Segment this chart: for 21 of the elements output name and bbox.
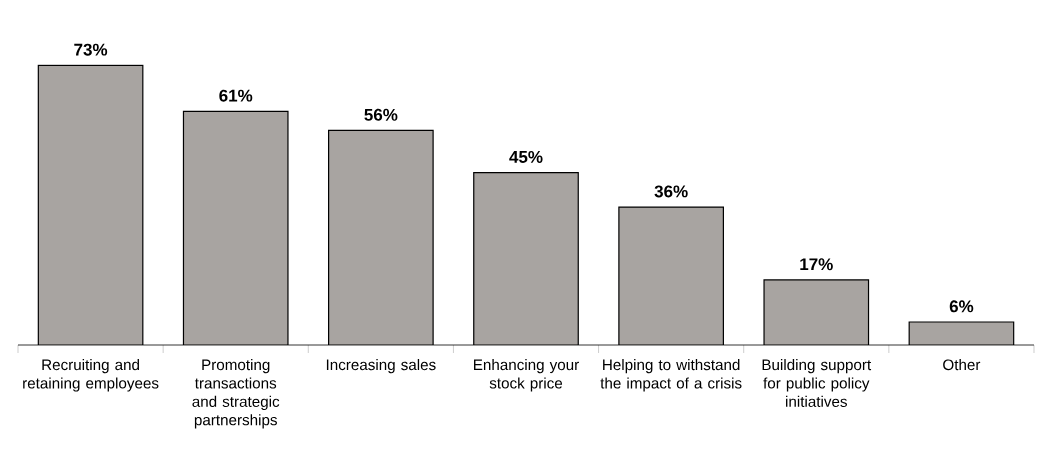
- x-tick-label: Increasing sales: [326, 359, 436, 374]
- data-label: 56%: [364, 108, 398, 121]
- bar: [183, 111, 288, 345]
- x-tick-label: Building support for public policy initiatives: [762, 359, 872, 407]
- bar: [328, 130, 434, 345]
- x-tick-label: Enhancing your stock price: [474, 359, 579, 392]
- data-label: 36%: [654, 185, 688, 198]
- x-tick-label: Other: [943, 359, 981, 371]
- data-label: 45%: [509, 150, 543, 163]
- data-label: 73%: [74, 43, 108, 56]
- x-tick-label: Recruiting and retaining employees: [23, 359, 159, 392]
- bar: [764, 279, 869, 345]
- bar: [908, 321, 1015, 345]
- bar: [618, 207, 724, 345]
- data-label: 61%: [219, 89, 253, 102]
- x-tick-label: Promoting transactions and strategic partnerships: [192, 359, 280, 429]
- bar: [473, 172, 579, 345]
- data-label: 6%: [949, 300, 974, 313]
- data-label: 17%: [800, 258, 833, 271]
- bar: [38, 65, 143, 345]
- x-tick-label: Helping to withstand the impact of a crisis: [600, 359, 742, 392]
